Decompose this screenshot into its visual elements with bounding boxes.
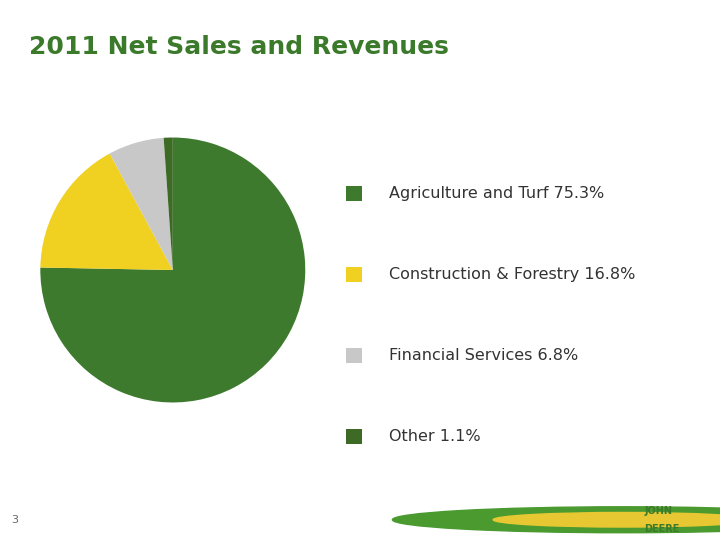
Text: Agriculture and Turf 75.3%: Agriculture and Turf 75.3% [389,186,604,201]
Wedge shape [109,138,173,270]
Text: Other 1.1%: Other 1.1% [389,429,480,444]
Text: Construction & Forestry 16.8%: Construction & Forestry 16.8% [389,267,635,282]
Text: DEERE: DEERE [644,524,680,534]
FancyBboxPatch shape [346,267,361,282]
Text: 2011 Net Sales and Revenues: 2011 Net Sales and Revenues [29,35,449,59]
Text: Financial Services 6.8%: Financial Services 6.8% [389,348,578,363]
Wedge shape [163,138,173,270]
Text: JOHN: JOHN [644,506,672,516]
Circle shape [493,512,720,527]
Wedge shape [40,153,173,270]
FancyBboxPatch shape [346,186,361,201]
Wedge shape [40,138,305,402]
FancyBboxPatch shape [346,429,361,444]
Circle shape [392,507,720,532]
FancyBboxPatch shape [346,348,361,363]
Text: 3: 3 [11,515,18,525]
